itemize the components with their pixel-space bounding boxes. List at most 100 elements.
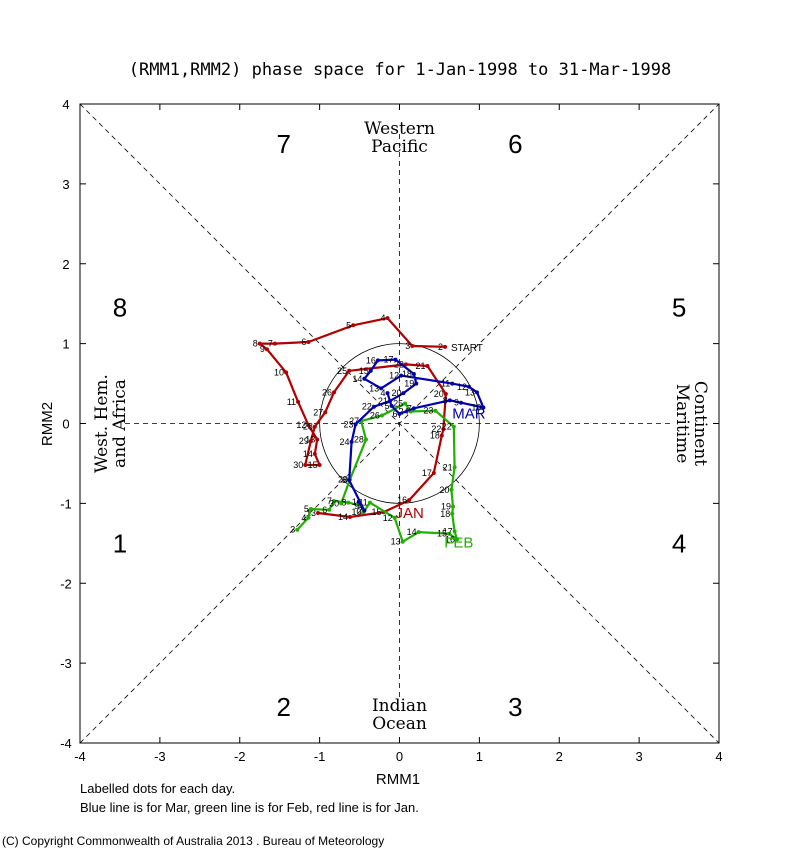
day-dot-mar [389, 403, 394, 408]
day-dot-jan [308, 439, 313, 444]
day-dot-mar [368, 368, 373, 373]
day-label-feb: 15 [437, 529, 447, 539]
copyright-notice: (C) Copyright Commonwealth of Australia … [2, 834, 384, 848]
day-label-jan: 14 [303, 449, 313, 459]
phase-number: 8 [113, 293, 127, 323]
day-label-mar: 5 [384, 401, 389, 411]
day-dot-jan [264, 347, 269, 352]
series-label-mar: MAR [452, 406, 486, 423]
day-dot-feb [327, 507, 332, 512]
y-tick-label: 3 [62, 177, 69, 192]
start-label: START [451, 343, 483, 354]
phase-number: 6 [508, 129, 522, 159]
y-tick-label: -2 [60, 576, 72, 591]
region-label-left-1: West. Hem. [92, 374, 112, 473]
x-tick-label: -1 [314, 749, 326, 764]
day-label-jan: 9 [260, 344, 265, 354]
x-tick-label: -4 [74, 749, 86, 764]
day-label-feb: 14 [407, 527, 417, 537]
day-label-jan: 27 [313, 407, 323, 417]
day-label-jan: 6 [301, 337, 306, 347]
day-label-jan: 21 [415, 361, 425, 371]
day-dot-feb [306, 515, 311, 520]
day-label-jan: 5 [346, 320, 351, 330]
day-dot-jan [425, 363, 430, 368]
day-label-mar: 17 [383, 355, 393, 365]
day-dot-mar [356, 499, 361, 504]
day-dot-jan [316, 510, 321, 515]
note-line-2: Blue line is for Mar, green line is for … [80, 800, 419, 815]
day-label-mar: 24 [340, 437, 350, 447]
x-axis-label: RMM1 [376, 771, 420, 788]
day-label-feb: 28 [354, 434, 364, 444]
day-dot-feb [379, 413, 384, 418]
y-tick-label: 1 [62, 337, 69, 352]
x-tick-label: -3 [154, 749, 166, 764]
day-dot-jan [303, 463, 308, 468]
day-dot-mar [399, 373, 404, 378]
day-dot-feb [308, 506, 313, 511]
day-label-jan: 30 [293, 460, 303, 470]
y-tick-label: 2 [62, 257, 69, 272]
day-dot-mar [387, 399, 392, 404]
region-label-left-2: and Africa [110, 379, 130, 468]
day-label-mar: 14 [352, 374, 362, 384]
day-label-feb: 27 [349, 416, 359, 426]
day-label-feb: 18 [440, 509, 450, 519]
day-label-jan: 2 [438, 342, 443, 352]
y-tick-label: -4 [60, 736, 72, 751]
x-tick-label: 2 [556, 749, 563, 764]
day-label-jan: 15 [308, 460, 318, 470]
day-label-feb: 7 [327, 496, 332, 506]
day-label-feb: 4 [301, 513, 306, 523]
day-label-jan: 10 [274, 367, 284, 377]
day-dot-mar [397, 411, 402, 416]
day-dot-jan [284, 370, 289, 375]
day-dot-feb [339, 501, 344, 506]
day-label-jan: 22 [431, 424, 441, 434]
day-dot-jan [257, 341, 262, 346]
day-label-mar: 20 [391, 388, 401, 398]
day-label-jan: 18 [430, 430, 440, 440]
day-dot-feb [455, 537, 460, 542]
region-label-right-1: Maritime [672, 384, 692, 464]
day-dot-mar [447, 398, 452, 403]
day-label-mar: 23 [344, 419, 354, 429]
day-label-mar: 12 [389, 371, 399, 381]
day-label-feb: 25 [393, 399, 403, 409]
day-label-feb: 30 [329, 498, 339, 508]
phase-number: 1 [113, 528, 127, 558]
day-label-feb: 17 [443, 526, 453, 536]
day-label-jan: 4 [381, 313, 386, 323]
day-dot-jan [431, 471, 436, 476]
day-label-jan: 13 [306, 508, 316, 518]
series-line-jan [258, 317, 447, 519]
y-tick-label: 0 [62, 417, 69, 432]
y-tick-label: -3 [60, 656, 72, 671]
day-dot-jan [439, 433, 444, 438]
day-label-feb: 9 [354, 501, 359, 511]
day-dot-feb [367, 500, 372, 505]
day-label-mar: 15 [359, 366, 369, 376]
day-label-jan: 3 [405, 341, 410, 351]
day-label-mar: 12 [457, 382, 467, 392]
day-dot-mar [466, 384, 471, 389]
y-axis-label: RMM2 [39, 402, 56, 446]
day-label-mar: 6 [392, 409, 397, 419]
region-label-bottom-1: Indian [372, 696, 427, 716]
day-dot-feb [416, 530, 421, 535]
phase-number: 5 [672, 293, 686, 323]
day-label-feb: 19 [441, 502, 451, 512]
day-dot-jan [296, 399, 301, 404]
day-label-jan: 25 [337, 366, 347, 376]
chart-title: (RMM1,RMM2) phase space for 1-Jan-1998 t… [129, 60, 671, 80]
region-label-top-1: Western [364, 119, 435, 139]
day-label-mar: 13 [369, 383, 379, 393]
day-label-feb: 13 [391, 537, 401, 547]
day-label-mar: 9 [454, 398, 459, 408]
note-line-1: Labelled dots for each day. [80, 781, 235, 796]
day-label-feb: 29 [338, 474, 348, 484]
